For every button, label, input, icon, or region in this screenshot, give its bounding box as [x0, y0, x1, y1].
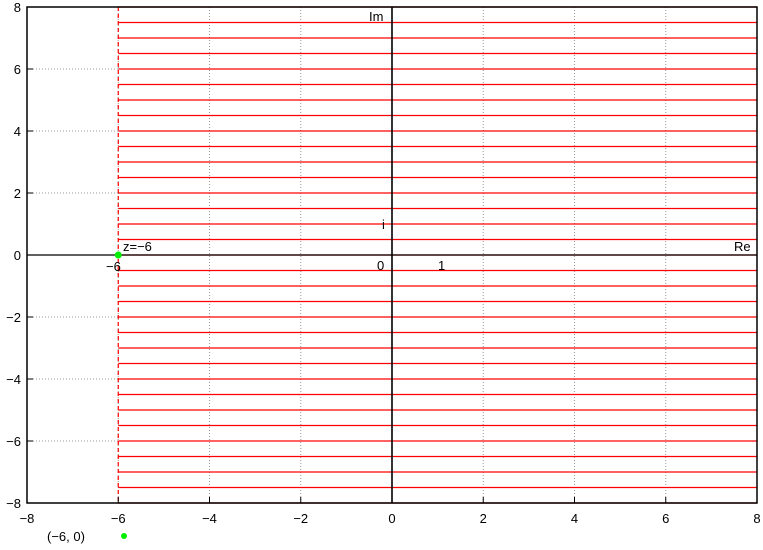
y-tick-label: −8	[6, 496, 21, 511]
x-tick-label: 8	[753, 511, 760, 526]
x-tick-label: 4	[571, 511, 578, 526]
origin-label: 0	[377, 258, 384, 273]
annotations: Im Re i 0 1 z=−6 −6 (−6, 0)	[47, 9, 751, 544]
x-tick-label: −8	[20, 511, 35, 526]
one-label: 1	[438, 258, 445, 273]
re-label: Re	[734, 239, 751, 254]
x-tick-label: −6	[111, 511, 126, 526]
legend-label: (−6, 0)	[47, 529, 85, 544]
x-tick-label: 2	[480, 511, 487, 526]
im-label: Im	[369, 9, 383, 24]
y-tick-label: −4	[6, 372, 21, 387]
y-tick-label: 8	[14, 0, 21, 15]
legend-point-marker	[121, 533, 127, 539]
x-tick-label: 6	[662, 511, 669, 526]
y-tick-label: 2	[14, 186, 21, 201]
axes	[26, 6, 758, 504]
x-tick-label: 0	[388, 511, 395, 526]
y-tick-label: −6	[6, 434, 21, 449]
x-tick-label: −4	[202, 511, 217, 526]
red-lines	[117, 6, 757, 504]
x-tick-label: −2	[293, 511, 308, 526]
minus-six-label: −6	[106, 259, 121, 274]
y-tick-label: 6	[14, 62, 21, 77]
y-tick-label: −2	[6, 310, 21, 325]
y-tick-label: 0	[14, 248, 21, 263]
ticks: −8 −6 −4 −2 0 2 4 6 8 −8 −6 −4 −2 0 2 4 6 8	[6, 0, 760, 526]
y-tick-label: 4	[14, 124, 21, 139]
i-label: i	[382, 217, 385, 232]
point-z-minus-6	[114, 251, 122, 259]
z-label: z=−6	[123, 239, 152, 254]
